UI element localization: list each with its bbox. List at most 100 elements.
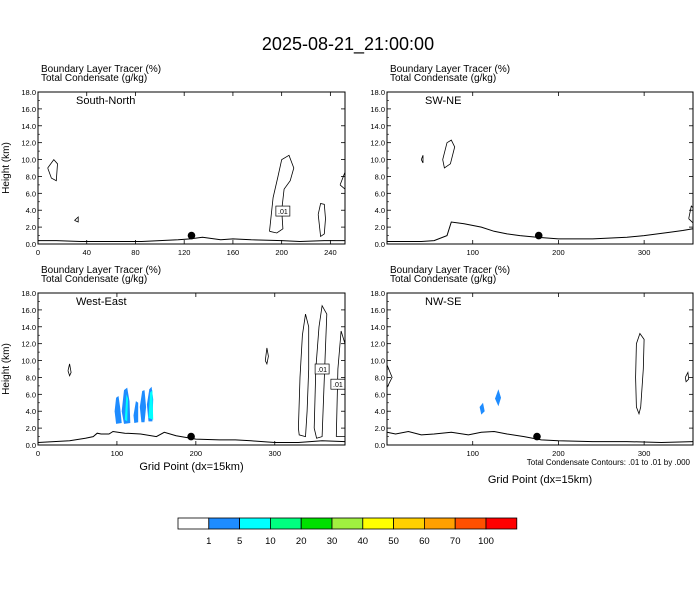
x-tick-label: 200 [552, 449, 565, 458]
y-tick-label: 6.0 [375, 189, 385, 198]
y-tick-label: 16.0 [370, 105, 385, 114]
terrain-line [38, 236, 345, 243]
y-tick-label: 2.0 [26, 424, 36, 433]
x-tick-label: 240 [324, 248, 337, 257]
plot-frame [386, 292, 694, 446]
y-axis-title: Height (km) [1, 343, 12, 395]
y-tick-label: 0.0 [26, 240, 36, 249]
panel-4: Boundary Layer Tracer (%)Total Condensat… [370, 265, 694, 486]
panel-3: Boundary Layer Tracer (%)Total Condensat… [1, 265, 346, 473]
y-tick-label: 16.0 [21, 105, 36, 114]
y-tick-label: 0.0 [375, 240, 385, 249]
plot-area: .01 [38, 154, 345, 243]
y-tick-label: 2.0 [375, 424, 385, 433]
y-axis-title: Height (km) [1, 142, 12, 194]
x-tick-label: 300 [638, 248, 651, 257]
colorbar-label: 100 [478, 536, 494, 547]
y-tick-label: 12.0 [21, 139, 36, 148]
terrain-line [38, 430, 345, 443]
panel-label: West-East [76, 296, 127, 308]
y-tick-label: 14.0 [21, 122, 36, 131]
condensate-contour [317, 203, 326, 238]
x-tick-label: 200 [552, 248, 565, 257]
x-tick-label: 300 [638, 449, 651, 458]
contour-label: .01 [317, 367, 327, 374]
y-tick-label: 8.0 [26, 172, 36, 181]
x-tick-label: 100 [111, 449, 124, 458]
x-axis-title: Grid Point (dx=15km) [139, 461, 243, 473]
colorbar-label: 5 [237, 536, 242, 547]
y-tick-label: 0.0 [375, 441, 385, 450]
colorbar-swatch [393, 517, 425, 530]
panel-2: Boundary Layer Tracer (%)Total Condensat… [370, 64, 694, 257]
terrain-line [387, 430, 693, 444]
colorbar-swatch [454, 517, 487, 530]
y-tick-label: 2.0 [26, 223, 36, 232]
x-tick-label: 80 [131, 248, 139, 257]
panel-label: SW-NE [425, 95, 461, 107]
x-tick-label: 0 [36, 248, 40, 257]
colorbar-swatch [269, 517, 302, 530]
colorbar-label: 40 [358, 536, 369, 547]
contour-label: .01 [333, 382, 343, 389]
colorbar-label: 70 [450, 536, 461, 547]
x-tick-label: 160 [227, 248, 240, 257]
condensate-contour [635, 332, 645, 416]
colorbar-swatch [177, 517, 210, 530]
colorbar-swatch [485, 517, 518, 530]
condensate-contour [688, 205, 693, 224]
colorbar-label: 1 [206, 536, 211, 547]
panel-label: South-North [76, 95, 135, 107]
y-tick-label: 10.0 [21, 357, 36, 366]
condensate-contour [339, 172, 345, 190]
panel-header-condensate: Total Condensate (g/kg) [390, 274, 496, 285]
contour-label-box [314, 363, 330, 375]
terrain-line [387, 221, 693, 242]
y-tick-label: 10.0 [21, 156, 36, 165]
colorbar-swatch [423, 517, 456, 530]
contour-label: .01 [278, 209, 288, 216]
y-tick-label: 6.0 [375, 390, 385, 399]
panels-layer: Boundary Layer Tracer (%)Total Condensat… [1, 64, 694, 486]
condensate-contour [67, 363, 72, 377]
colorbar: 1 5 10 20 30 40 50 60 70 100 [177, 517, 518, 547]
y-tick-label: 6.0 [26, 189, 36, 198]
y-tick-label: 8.0 [375, 373, 385, 382]
x-tick-label: 100 [466, 449, 479, 458]
colorbar-swatch [331, 517, 364, 530]
y-tick-label: 0.0 [26, 441, 36, 450]
plot-frame [37, 91, 346, 245]
panel-header-condensate: Total Condensate (g/kg) [390, 73, 496, 84]
colorbar-label: 10 [265, 536, 276, 547]
y-tick-label: 16.0 [370, 306, 385, 315]
y-tick-label: 12.0 [370, 340, 385, 349]
y-tick-label: 6.0 [26, 390, 36, 399]
panel-header-condensate: Total Condensate (g/kg) [41, 274, 147, 285]
colorbar-label: 20 [296, 536, 307, 547]
panel-header-tracer: Boundary Layer Tracer (%) [390, 64, 510, 75]
x-tick-label: 100 [466, 248, 479, 257]
y-tick-label: 18.0 [370, 289, 385, 298]
y-tick-label: 14.0 [21, 323, 36, 332]
condensate-contour [684, 371, 690, 383]
colorbar-swatch [208, 517, 241, 530]
y-tick-label: 14.0 [370, 122, 385, 131]
condensate-contour [387, 364, 393, 388]
plot-frame [386, 91, 694, 245]
condensate-contour [74, 216, 79, 223]
x-tick-label: 200 [190, 449, 203, 458]
condensate-contour [269, 154, 295, 234]
panel-header-tracer: Boundary Layer Tracer (%) [390, 265, 510, 276]
y-tick-label: 14.0 [370, 323, 385, 332]
colorbar-swatch [300, 517, 333, 530]
x-tick-label: 0 [36, 449, 40, 458]
y-tick-label: 12.0 [21, 340, 36, 349]
contour-label-box [275, 205, 291, 217]
colorbar-label: 50 [388, 536, 399, 547]
figure-title: 2025-08-21_21:00:00 [262, 34, 434, 55]
colorbar-swatch [362, 517, 394, 530]
y-tick-label: 4.0 [26, 206, 36, 215]
tracer-fill [133, 401, 139, 423]
y-tick-label: 10.0 [370, 357, 385, 366]
tracer-fill [495, 389, 501, 407]
